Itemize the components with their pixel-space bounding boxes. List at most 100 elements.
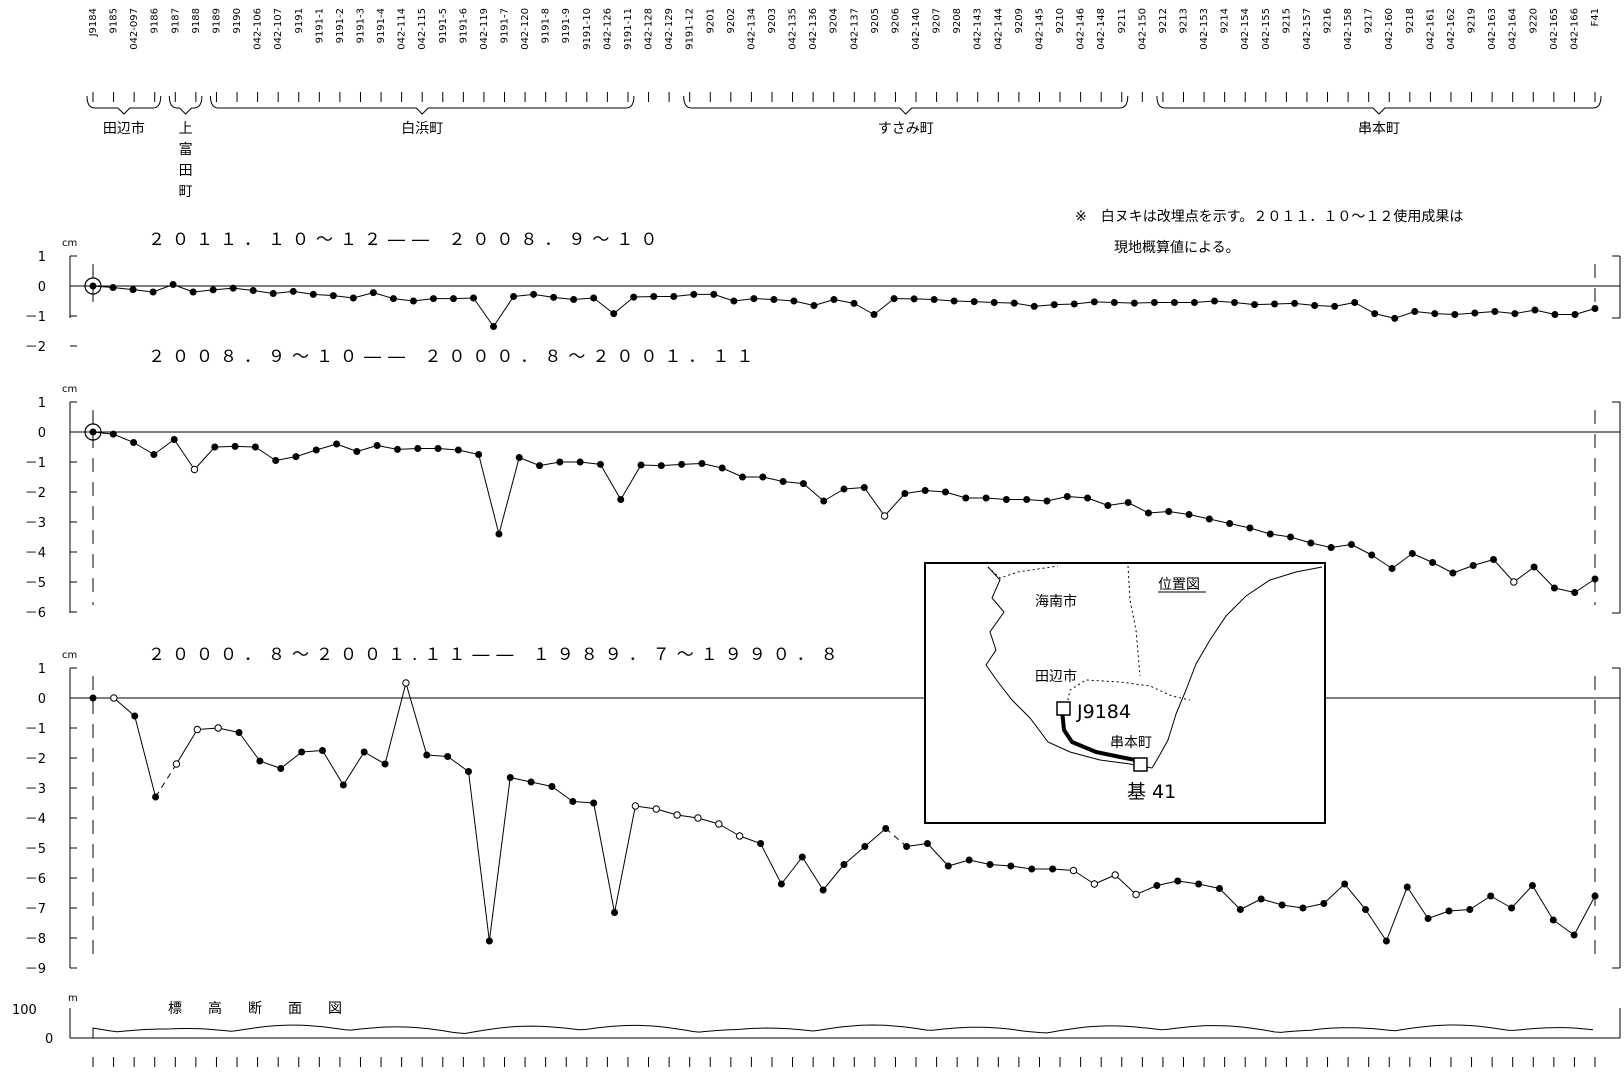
y-tick-label: －2: [25, 486, 46, 501]
benchmark-label: 9219: [1467, 8, 1478, 33]
point: [861, 485, 867, 491]
point: [1003, 497, 1009, 503]
point-open: [111, 695, 117, 701]
point: [924, 841, 930, 847]
series-segment: [621, 465, 641, 500]
series-segment: [364, 752, 385, 764]
benchmark-label: 9216: [1323, 8, 1334, 33]
point: [1145, 510, 1151, 516]
point: [760, 474, 766, 480]
point: [1166, 509, 1172, 515]
point: [1369, 552, 1375, 558]
y-tick-label: －5: [25, 842, 46, 857]
point: [942, 489, 948, 495]
point: [1211, 298, 1217, 304]
point: [1206, 516, 1212, 522]
benchmark-label: 042-136: [808, 8, 819, 50]
point: [1467, 907, 1473, 913]
point: [1409, 551, 1415, 557]
benchmark-label: 042-161: [1425, 8, 1436, 50]
series-segment: [1386, 887, 1407, 941]
point: [1064, 494, 1070, 500]
point: [130, 287, 136, 293]
point: [791, 298, 797, 304]
chart-title: ２００８．９～１０―― ２０００．８～２００１．１１: [148, 347, 760, 367]
point-open: [403, 680, 409, 686]
map-title: 位置図: [1158, 577, 1200, 593]
benchmark-label: 9187: [170, 8, 181, 33]
benchmark-label: 9213: [1178, 8, 1189, 33]
point: [612, 910, 618, 916]
point: [841, 486, 847, 492]
point: [1432, 311, 1438, 317]
benchmark-label: 9191-7: [500, 8, 511, 43]
point: [1272, 301, 1278, 307]
point: [862, 844, 868, 850]
point: [1300, 905, 1306, 911]
region-label: 田辺市: [103, 120, 145, 137]
series-segment: [1407, 887, 1428, 919]
point: [528, 779, 534, 785]
benchmark-label: 9217: [1364, 8, 1375, 33]
point: [557, 459, 563, 465]
series-segment: [1534, 567, 1554, 588]
benchmark-label: 9191: [294, 8, 305, 33]
point: [90, 695, 96, 701]
series-segment: [474, 298, 494, 327]
y-tick-label: －2: [25, 340, 46, 355]
point: [951, 298, 957, 304]
series-segment: [1073, 871, 1094, 885]
region-label: 串本町: [1358, 121, 1400, 137]
benchmark-label: 042-165: [1549, 8, 1560, 50]
point: [611, 311, 617, 317]
profile-title: 標 高 断 面 図: [168, 1000, 348, 1017]
point: [210, 287, 216, 293]
point: [1252, 302, 1258, 308]
series-segment: [194, 447, 214, 470]
y-tick-label: －8: [25, 932, 46, 947]
benchmark-label: 042-114: [397, 8, 408, 50]
point: [1452, 312, 1458, 318]
series-segment: [406, 683, 427, 755]
series-segment: [1220, 889, 1241, 910]
point: [531, 291, 537, 297]
point: [551, 294, 557, 300]
point: [252, 444, 258, 450]
point: [1171, 300, 1177, 306]
point: [820, 887, 826, 893]
point: [883, 826, 889, 832]
series-segment: [802, 857, 823, 890]
point: [394, 446, 400, 452]
point: [1321, 901, 1327, 907]
benchmark-label: 9210: [1055, 8, 1066, 33]
point: [671, 294, 677, 300]
region-brace: [684, 96, 1128, 114]
benchmark-label: 042-158: [1343, 8, 1354, 50]
series-segment: [385, 683, 406, 764]
series-segment: [1324, 884, 1345, 904]
region-brace: [87, 96, 161, 114]
point: [511, 294, 517, 300]
point: [904, 844, 910, 850]
point: [931, 297, 937, 303]
profile-unit: m: [68, 993, 78, 1004]
point: [758, 841, 764, 847]
point: [731, 298, 737, 304]
map-label: 田辺市: [1035, 668, 1077, 685]
series-segment: [174, 440, 194, 470]
region-label: すさみ町: [878, 121, 934, 137]
point: [1292, 300, 1298, 306]
point: [638, 462, 644, 468]
series-segment: [874, 299, 894, 315]
region-label-char: 上: [179, 121, 193, 137]
series-segment: [1345, 884, 1366, 910]
point: [711, 291, 717, 297]
y-tick-label: －4: [25, 546, 46, 561]
series-segment: [114, 698, 135, 716]
point: [1342, 881, 1348, 887]
y-tick-label: －1: [25, 310, 46, 325]
point: [435, 446, 441, 452]
